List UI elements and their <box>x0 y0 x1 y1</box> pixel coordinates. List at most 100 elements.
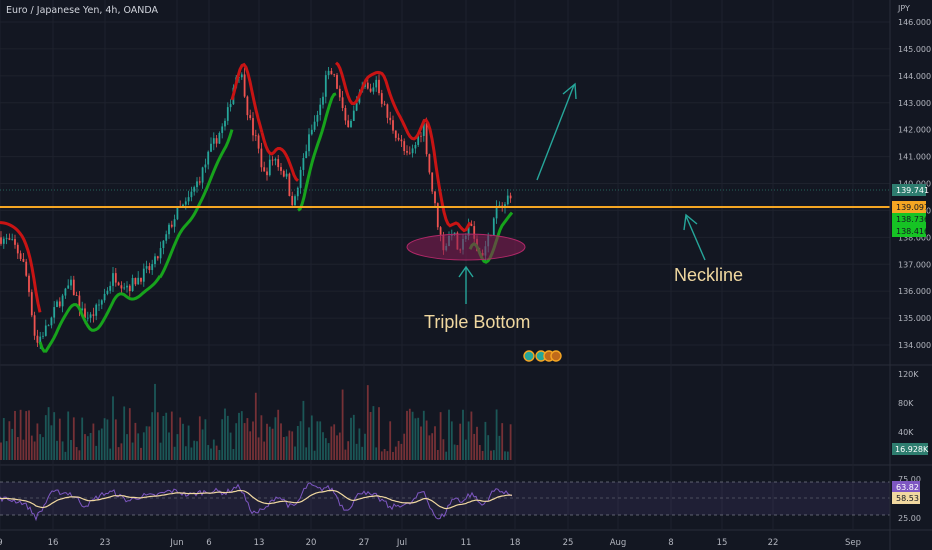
volume-bar <box>310 415 313 460</box>
volume-bar <box>204 419 207 460</box>
trend-segment <box>230 62 264 133</box>
volume-bar <box>341 389 344 460</box>
candle <box>282 169 285 178</box>
volume-bar <box>383 448 386 460</box>
volume-bar <box>324 438 327 460</box>
volume-bar <box>378 407 380 460</box>
volume-bar <box>296 425 299 460</box>
volume-bar <box>372 406 375 460</box>
candle <box>75 291 78 296</box>
volume-bar <box>232 449 235 460</box>
volume-bar <box>473 433 476 460</box>
time-tick-label: 11 <box>461 538 472 548</box>
volume-bar <box>316 421 319 460</box>
volume-bar <box>484 421 487 460</box>
time-tick-label: 18 <box>510 538 521 548</box>
candle <box>196 177 198 193</box>
candle <box>246 95 249 121</box>
candle <box>330 67 333 75</box>
volume-bar <box>221 419 224 460</box>
volume-bar <box>408 408 411 460</box>
candle <box>106 287 109 296</box>
volume-bar <box>72 417 75 460</box>
volume-bar <box>126 434 128 460</box>
candle <box>470 220 473 227</box>
volume-bar <box>78 450 81 460</box>
volume-bar <box>184 446 187 460</box>
candle <box>383 100 386 106</box>
time-tick-label: 22 <box>768 538 779 548</box>
candle <box>257 133 260 154</box>
candle <box>19 250 22 261</box>
volume-bar <box>366 385 369 460</box>
volume-bar <box>448 409 450 460</box>
candle <box>313 115 316 132</box>
volume-bar <box>134 422 137 460</box>
volume-bar <box>504 451 506 460</box>
trend-line <box>0 61 514 353</box>
volume-bar <box>285 436 288 460</box>
volume-bar <box>5 441 8 460</box>
time-tick-label: 8 <box>668 538 673 548</box>
candle <box>16 242 19 259</box>
candle <box>165 230 168 244</box>
price-tick-label: 135.000 <box>898 314 931 323</box>
event-markers[interactable] <box>523 350 562 362</box>
candle <box>64 287 67 299</box>
candle <box>431 172 434 195</box>
volume-bar <box>277 409 280 460</box>
candle <box>117 281 120 286</box>
volume-bar <box>380 451 383 460</box>
volume-bar <box>22 439 25 460</box>
volume-bar <box>445 451 448 460</box>
candle <box>176 206 179 221</box>
candle <box>2 236 5 249</box>
volume-pane <box>0 383 512 460</box>
volume-bar <box>165 412 168 460</box>
volume-tick-label: 80K <box>898 399 914 408</box>
volume-bar <box>333 424 336 460</box>
time-tick-label: 6 <box>206 538 211 548</box>
volume-bar <box>145 426 148 460</box>
price-tick-label: 138.000 <box>898 233 931 242</box>
volume-bar <box>434 426 436 460</box>
volume-bar <box>215 445 218 460</box>
volume-bar <box>361 446 364 460</box>
candle <box>61 293 64 313</box>
volume-bar <box>30 435 33 460</box>
candle <box>378 74 380 96</box>
candle <box>268 154 271 177</box>
volume-bar <box>243 423 246 460</box>
neckline-label: Neckline <box>674 265 743 285</box>
candle <box>285 169 288 180</box>
volume-bar <box>198 416 201 460</box>
candle <box>50 316 53 329</box>
candle <box>140 277 142 285</box>
volume-bar <box>86 436 89 460</box>
candle <box>224 118 226 131</box>
volume-bar <box>414 418 417 460</box>
volume-bar <box>386 451 389 460</box>
candle <box>0 231 2 246</box>
candle <box>72 275 75 296</box>
candle <box>14 234 16 249</box>
candle <box>372 82 375 95</box>
candle <box>25 258 28 278</box>
candle <box>322 92 324 109</box>
volume-bar <box>61 441 64 460</box>
candle <box>428 153 431 175</box>
volume-bar <box>450 421 453 460</box>
volume-bar <box>2 418 5 460</box>
volume-bar <box>459 423 462 460</box>
volume-bar <box>394 446 397 460</box>
volume-bar <box>207 445 210 460</box>
volume-bar <box>39 434 42 460</box>
candle <box>148 262 151 274</box>
rsi-tick-label: 75.00 <box>898 475 921 484</box>
volume-bar <box>246 418 249 460</box>
volume-bar <box>282 436 285 460</box>
volume-bar <box>140 447 142 460</box>
volume-bar <box>506 451 509 460</box>
volume-bar <box>330 426 333 460</box>
